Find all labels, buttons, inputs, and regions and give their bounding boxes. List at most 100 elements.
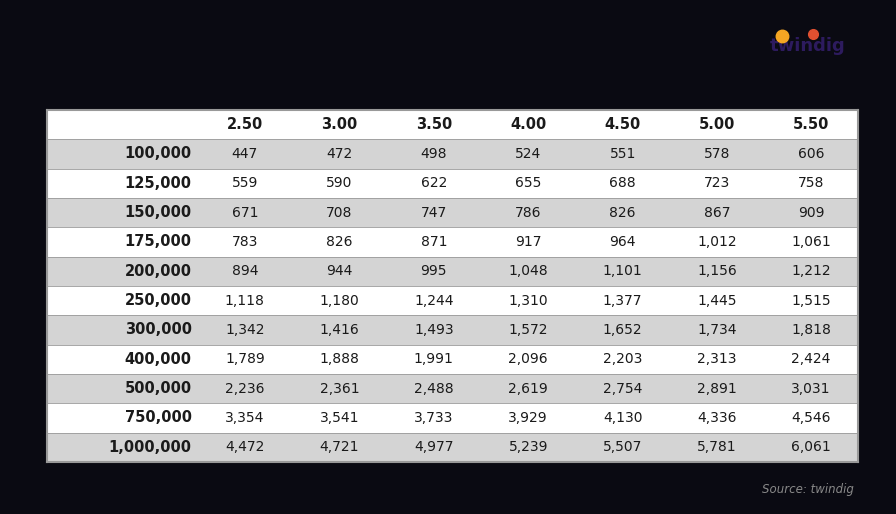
- Text: 1,515: 1,515: [791, 293, 831, 308]
- Text: 1,156: 1,156: [697, 264, 737, 279]
- Text: 655: 655: [515, 176, 541, 190]
- Text: 200,000: 200,000: [125, 264, 192, 279]
- Text: 2,313: 2,313: [697, 352, 737, 366]
- Text: 1,818: 1,818: [791, 323, 831, 337]
- Text: 1,734: 1,734: [697, 323, 737, 337]
- Text: 3,733: 3,733: [414, 411, 453, 425]
- Text: 4,977: 4,977: [414, 440, 453, 454]
- Text: 786: 786: [515, 206, 541, 219]
- Text: 1,118: 1,118: [225, 293, 265, 308]
- Text: 917: 917: [515, 235, 541, 249]
- Text: 4.50: 4.50: [605, 117, 641, 132]
- Text: 1,101: 1,101: [603, 264, 642, 279]
- Bar: [47, 345, 858, 374]
- Text: 1,377: 1,377: [603, 293, 642, 308]
- Text: 524: 524: [515, 147, 541, 161]
- Text: 250,000: 250,000: [125, 293, 192, 308]
- Text: 5,239: 5,239: [508, 440, 548, 454]
- Text: 4,336: 4,336: [697, 411, 737, 425]
- Text: 5.00: 5.00: [699, 117, 736, 132]
- Text: 909: 909: [798, 206, 824, 219]
- Text: 559: 559: [232, 176, 258, 190]
- Text: 5,781: 5,781: [697, 440, 737, 454]
- Text: twindig: twindig: [771, 37, 846, 55]
- Text: 6,061: 6,061: [791, 440, 831, 454]
- Text: 708: 708: [326, 206, 352, 219]
- Text: 4,130: 4,130: [603, 411, 642, 425]
- Text: 826: 826: [326, 235, 352, 249]
- Text: 1,048: 1,048: [508, 264, 548, 279]
- Text: 2.50: 2.50: [227, 117, 263, 132]
- Text: 826: 826: [609, 206, 636, 219]
- Text: 2,891: 2,891: [697, 382, 737, 396]
- Text: Source: twindig: Source: twindig: [762, 484, 854, 497]
- Text: 1,789: 1,789: [225, 352, 264, 366]
- Bar: [47, 169, 858, 198]
- Text: 4,472: 4,472: [225, 440, 264, 454]
- Text: 2,096: 2,096: [508, 352, 548, 366]
- Bar: [47, 227, 858, 256]
- Text: 1,888: 1,888: [319, 352, 359, 366]
- Text: 2,236: 2,236: [225, 382, 264, 396]
- Bar: [47, 286, 858, 315]
- Bar: [47, 433, 858, 462]
- Text: 1,416: 1,416: [320, 323, 359, 337]
- Text: 3,541: 3,541: [320, 411, 359, 425]
- Text: 871: 871: [420, 235, 447, 249]
- Text: 4,546: 4,546: [791, 411, 831, 425]
- Text: 1,061: 1,061: [791, 235, 831, 249]
- Text: 3.50: 3.50: [416, 117, 452, 132]
- Text: 783: 783: [232, 235, 258, 249]
- Text: 4,721: 4,721: [320, 440, 359, 454]
- Text: 964: 964: [609, 235, 636, 249]
- Text: 622: 622: [420, 176, 447, 190]
- Bar: [47, 198, 858, 227]
- Bar: [47, 139, 858, 169]
- Text: 750,000: 750,000: [125, 411, 192, 426]
- Text: 578: 578: [704, 147, 730, 161]
- Text: 995: 995: [420, 264, 447, 279]
- Text: 688: 688: [609, 176, 636, 190]
- Text: 1,652: 1,652: [603, 323, 642, 337]
- Text: 671: 671: [231, 206, 258, 219]
- Text: 1,991: 1,991: [414, 352, 453, 366]
- Text: 894: 894: [231, 264, 258, 279]
- Text: 551: 551: [609, 147, 636, 161]
- Bar: [47, 403, 858, 433]
- Text: 500,000: 500,000: [125, 381, 192, 396]
- Text: 1,000,000: 1,000,000: [108, 440, 192, 455]
- Text: 2,619: 2,619: [508, 382, 548, 396]
- Text: 125,000: 125,000: [125, 176, 192, 191]
- Text: 5.50: 5.50: [793, 117, 830, 132]
- Text: 3,354: 3,354: [225, 411, 264, 425]
- Text: 5,507: 5,507: [603, 440, 642, 454]
- Text: 747: 747: [420, 206, 447, 219]
- Text: 472: 472: [326, 147, 352, 161]
- Text: 400,000: 400,000: [125, 352, 192, 367]
- Text: 3,031: 3,031: [791, 382, 831, 396]
- Text: 2,488: 2,488: [414, 382, 453, 396]
- Text: 1,012: 1,012: [697, 235, 737, 249]
- Text: 1,244: 1,244: [414, 293, 453, 308]
- Text: 100,000: 100,000: [125, 146, 192, 161]
- Text: 175,000: 175,000: [125, 234, 192, 249]
- Text: 4.00: 4.00: [510, 117, 547, 132]
- Text: 1,493: 1,493: [414, 323, 453, 337]
- Text: 1,180: 1,180: [320, 293, 359, 308]
- Text: 150,000: 150,000: [125, 205, 192, 220]
- Text: 606: 606: [798, 147, 824, 161]
- Text: 2,203: 2,203: [603, 352, 642, 366]
- Text: 447: 447: [232, 147, 258, 161]
- Text: 1,572: 1,572: [508, 323, 548, 337]
- Text: 723: 723: [704, 176, 730, 190]
- Text: 300,000: 300,000: [125, 322, 192, 338]
- Text: 2,424: 2,424: [791, 352, 831, 366]
- Bar: [47, 110, 858, 462]
- Text: 1,445: 1,445: [697, 293, 737, 308]
- Text: 590: 590: [326, 176, 352, 190]
- Text: 1,342: 1,342: [225, 323, 264, 337]
- Bar: [47, 110, 858, 139]
- Text: 1,212: 1,212: [791, 264, 831, 279]
- Text: 758: 758: [798, 176, 824, 190]
- Text: 1,310: 1,310: [508, 293, 548, 308]
